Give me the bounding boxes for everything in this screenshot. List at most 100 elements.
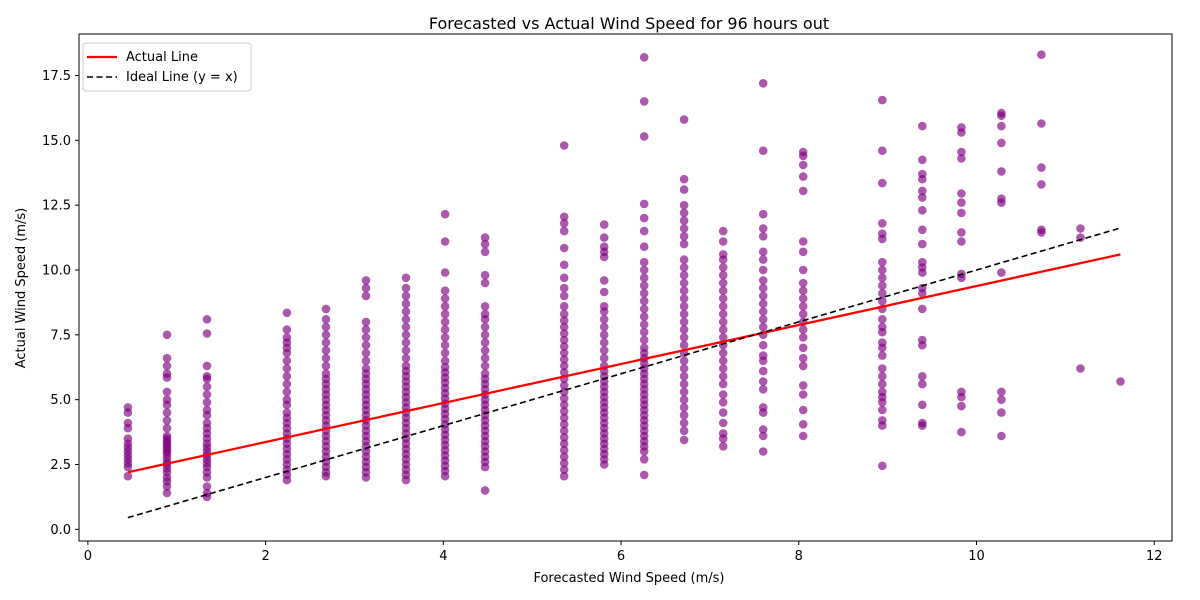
data-point [718,317,728,327]
data-point [798,172,808,181]
data-point [798,325,808,334]
data-point [758,366,768,376]
data-point [321,338,331,347]
data-point [718,270,728,280]
data-point [1037,119,1046,128]
data-point [718,418,728,428]
data-point [639,281,649,290]
data-point [918,400,927,410]
data-point [878,372,887,381]
data-point [1076,224,1085,233]
data-point [679,239,689,249]
data-point [758,351,768,360]
data-point [162,369,172,379]
data-point [480,302,490,311]
y-tick-label: 2.5 [50,458,71,473]
data-point [321,346,331,355]
data-point [639,97,649,106]
data-point [679,286,689,296]
data-point [679,224,689,233]
data-point [401,307,411,316]
data-point [599,276,609,285]
data-point [878,219,887,228]
data-point [321,322,331,332]
data-point [440,302,450,311]
data-point [878,338,887,347]
data-point [639,455,649,464]
data-point [559,433,569,442]
data-point [559,141,569,150]
data-point [918,193,927,202]
data-point [758,307,768,316]
data-point [401,338,411,347]
data-point [957,147,966,157]
data-point [878,273,887,283]
data-point [758,425,768,434]
data-point [559,243,569,253]
data-point [162,431,172,441]
data-point [798,265,808,275]
data-point [758,276,768,285]
data-point [162,330,172,340]
data-point [957,198,966,207]
data-point [957,401,966,411]
data-point [918,169,927,179]
data-point [639,273,649,283]
data-point [679,418,689,428]
data-point [202,398,212,407]
data-point [918,225,927,235]
data-point [440,309,450,319]
actual-line [127,253,1121,474]
data-point [798,381,808,390]
data-point [997,387,1006,397]
data-point [997,431,1006,441]
data-point [559,400,569,410]
data-point [798,237,808,246]
data-point [559,342,569,351]
data-point [798,343,808,353]
data-point [282,308,292,318]
data-point [559,452,569,462]
x-tick-label: 0 [84,549,92,564]
data-point [162,423,172,433]
data-point [718,309,728,319]
data-point [798,361,808,371]
data-point [679,333,689,342]
data-point [440,317,450,327]
data-point [798,160,808,170]
data-point [878,364,887,373]
data-point [401,353,411,363]
legend-actual-line-label: Actual Line [126,50,198,65]
data-point [798,333,808,342]
data-point [718,429,728,438]
data-point [559,368,569,377]
data-point [878,95,887,105]
data-point [202,418,212,428]
data-point [162,361,172,371]
data-point [957,123,966,132]
data-point [559,465,569,475]
x-tick-label: 8 [795,549,803,564]
data-point [758,146,768,155]
data-point [480,247,490,257]
data-point [440,356,450,366]
data-point [679,208,689,218]
data-point [679,325,689,334]
data-point [282,333,292,342]
data-point [679,426,689,436]
data-point [758,283,768,293]
data-point [679,115,689,124]
lines-layer [127,227,1121,519]
data-point [798,309,808,319]
data-point [440,286,450,296]
data-point [559,316,569,325]
data-point [798,147,808,157]
data-point [480,486,490,495]
data-point [878,281,887,290]
data-point [361,283,371,293]
data-point [599,330,609,340]
data-point [878,461,887,471]
data-point [878,351,887,360]
data-point [798,390,808,399]
data-point [878,146,887,155]
